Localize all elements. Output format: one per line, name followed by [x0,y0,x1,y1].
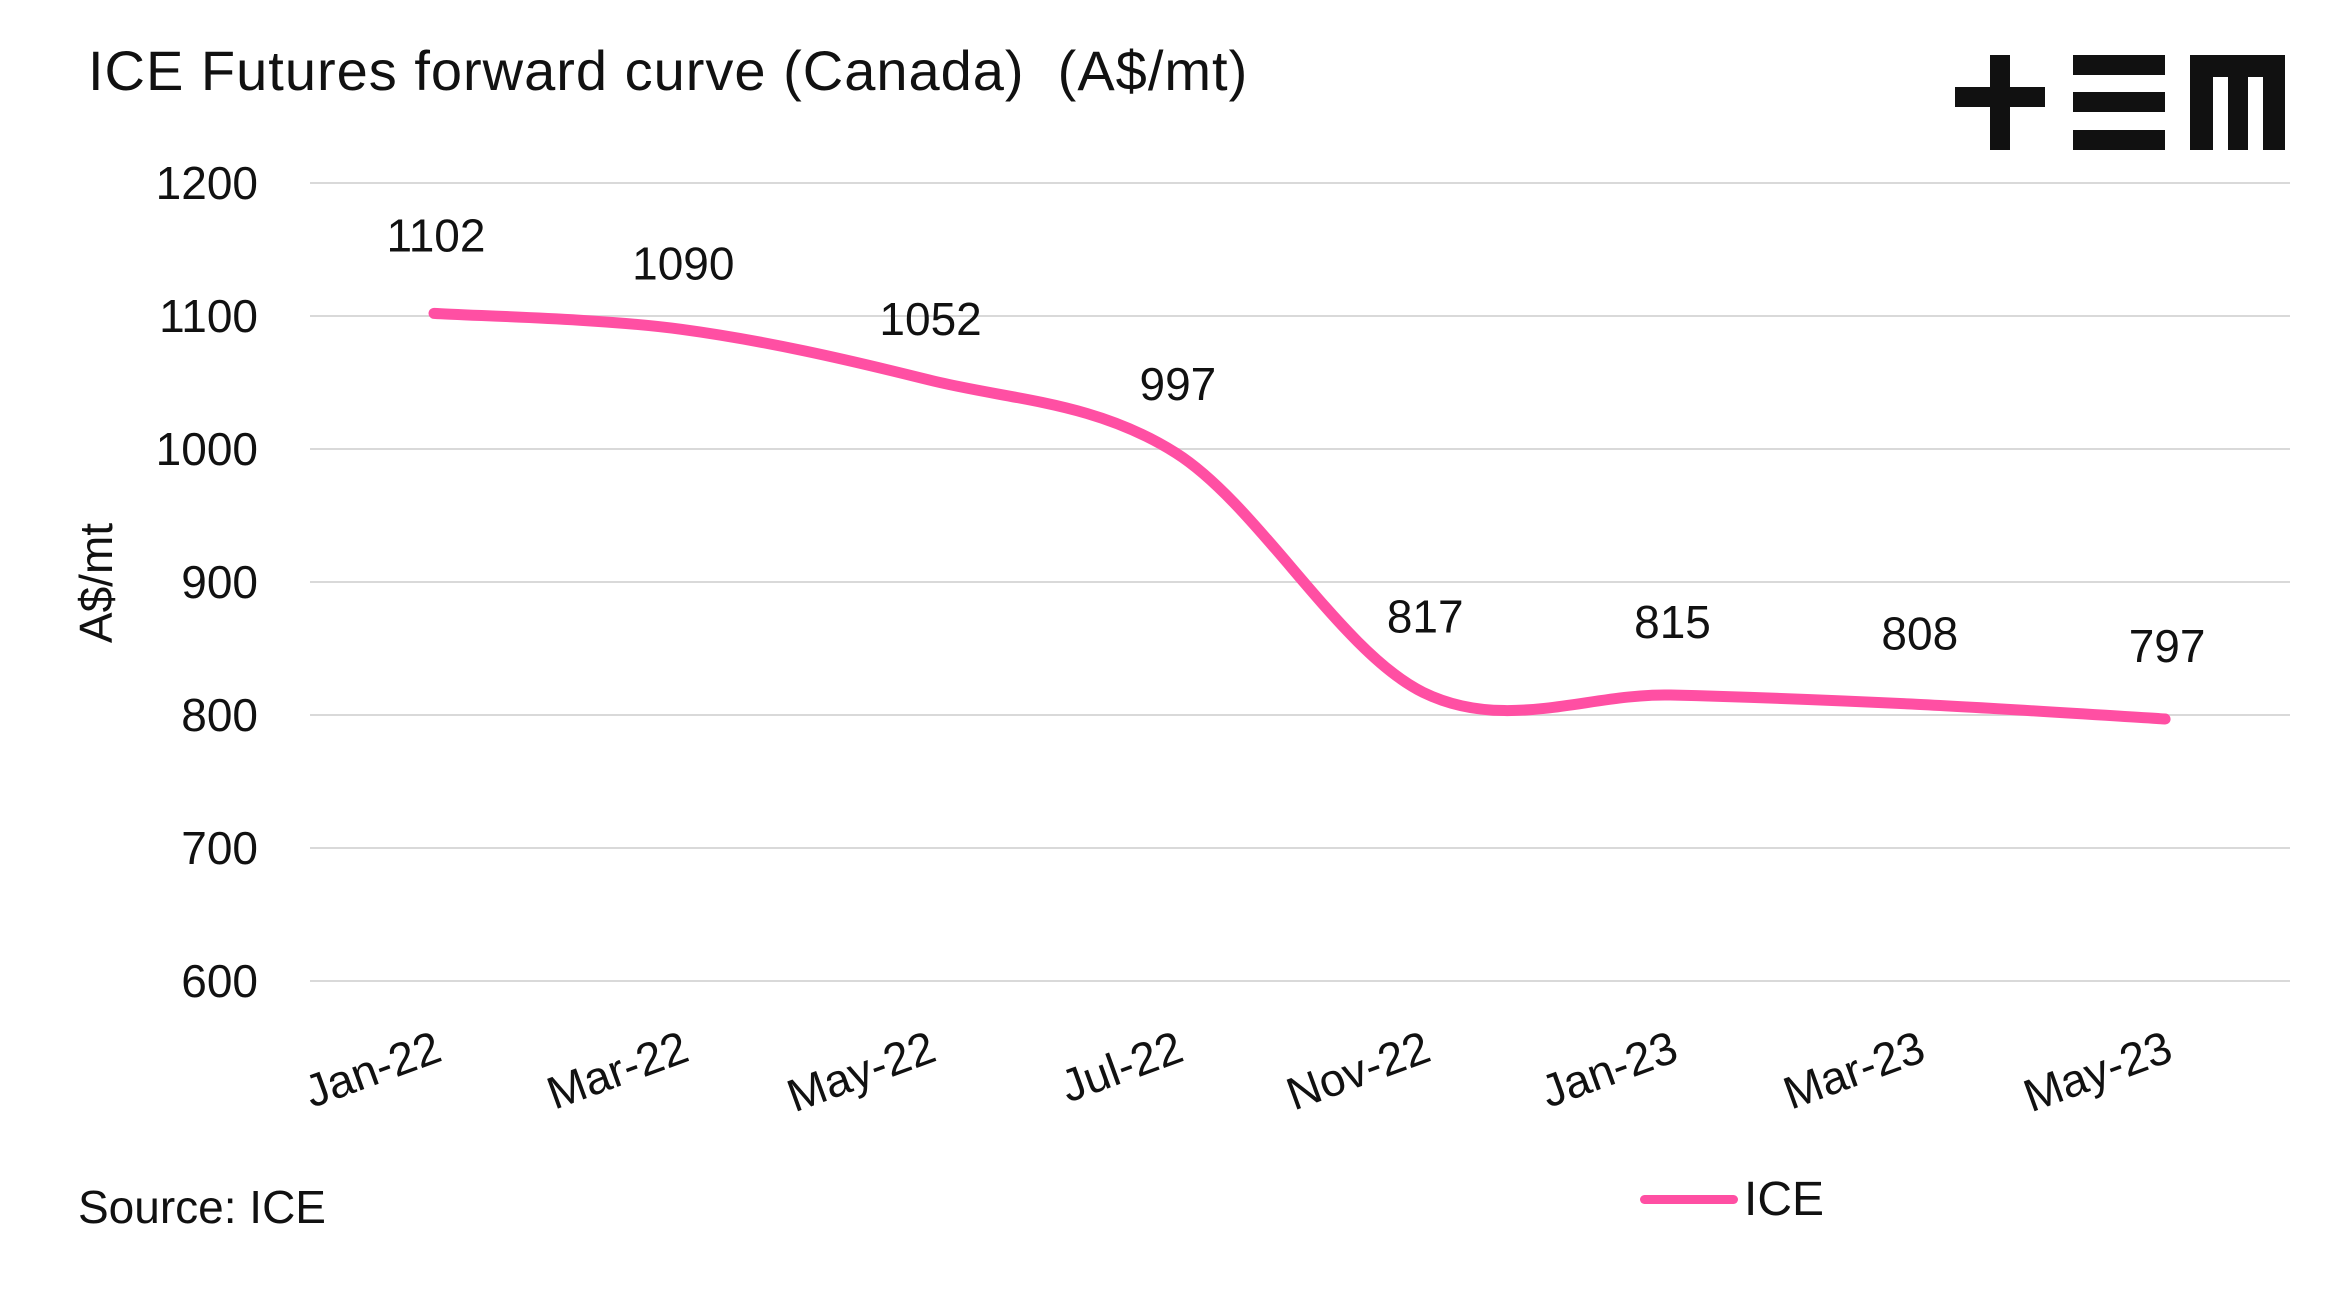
data-label: 817 [1387,590,1464,642]
y-tick-label: 1200 [156,157,258,209]
x-tick-label: May-22 [780,1021,942,1122]
legend: ICE [1640,1172,1824,1227]
x-tick-label: Jan-22 [297,1021,447,1118]
data-label: 1102 [387,209,486,261]
data-label: 997 [1140,358,1217,410]
brand-logo [1955,55,2285,150]
x-tick-label: Nov-22 [1279,1021,1436,1121]
legend-label-ice: ICE [1744,1173,1825,1226]
legend-swatch-ice [1640,1195,1738,1204]
x-tick-label: Jan-23 [1534,1021,1684,1118]
y-tick-label: 800 [181,689,258,741]
x-tick-label: May-23 [2017,1021,2179,1122]
x-tick-label: Jul-22 [1054,1021,1190,1113]
y-axis-title: A$/mt [70,523,122,643]
data-label: 815 [1634,596,1711,648]
data-label: 808 [1881,607,1958,659]
y-tick-label: 1000 [156,423,258,475]
data-label: 797 [2129,620,2206,672]
y-tick-label: 900 [181,556,258,608]
series-line-ice [428,307,2171,725]
data-label: 1052 [879,293,981,345]
y-tick-label: 700 [181,822,258,874]
data-label: 1090 [632,237,734,289]
data-labels: 1102 1090 1052 997 817 815 808 797 [387,209,2206,672]
x-tick-label: Mar-23 [1777,1021,1932,1120]
source-note: Source: ICE [78,1181,326,1233]
y-tick-label: 600 [181,955,258,1007]
y-axis-ticks: 1200 1100 1000 900 800 700 600 [156,157,258,1007]
x-axis-ticks: Jan-22 Mar-22 May-22 Jul-22 Nov-22 Jan-23 Mar-… [297,1021,2178,1122]
y-tick-label: 1100 [159,290,258,342]
chart-title: ICE Futures forward curve (Canada) (A$/m… [88,39,1249,102]
x-tick-label: Mar-22 [540,1021,695,1120]
